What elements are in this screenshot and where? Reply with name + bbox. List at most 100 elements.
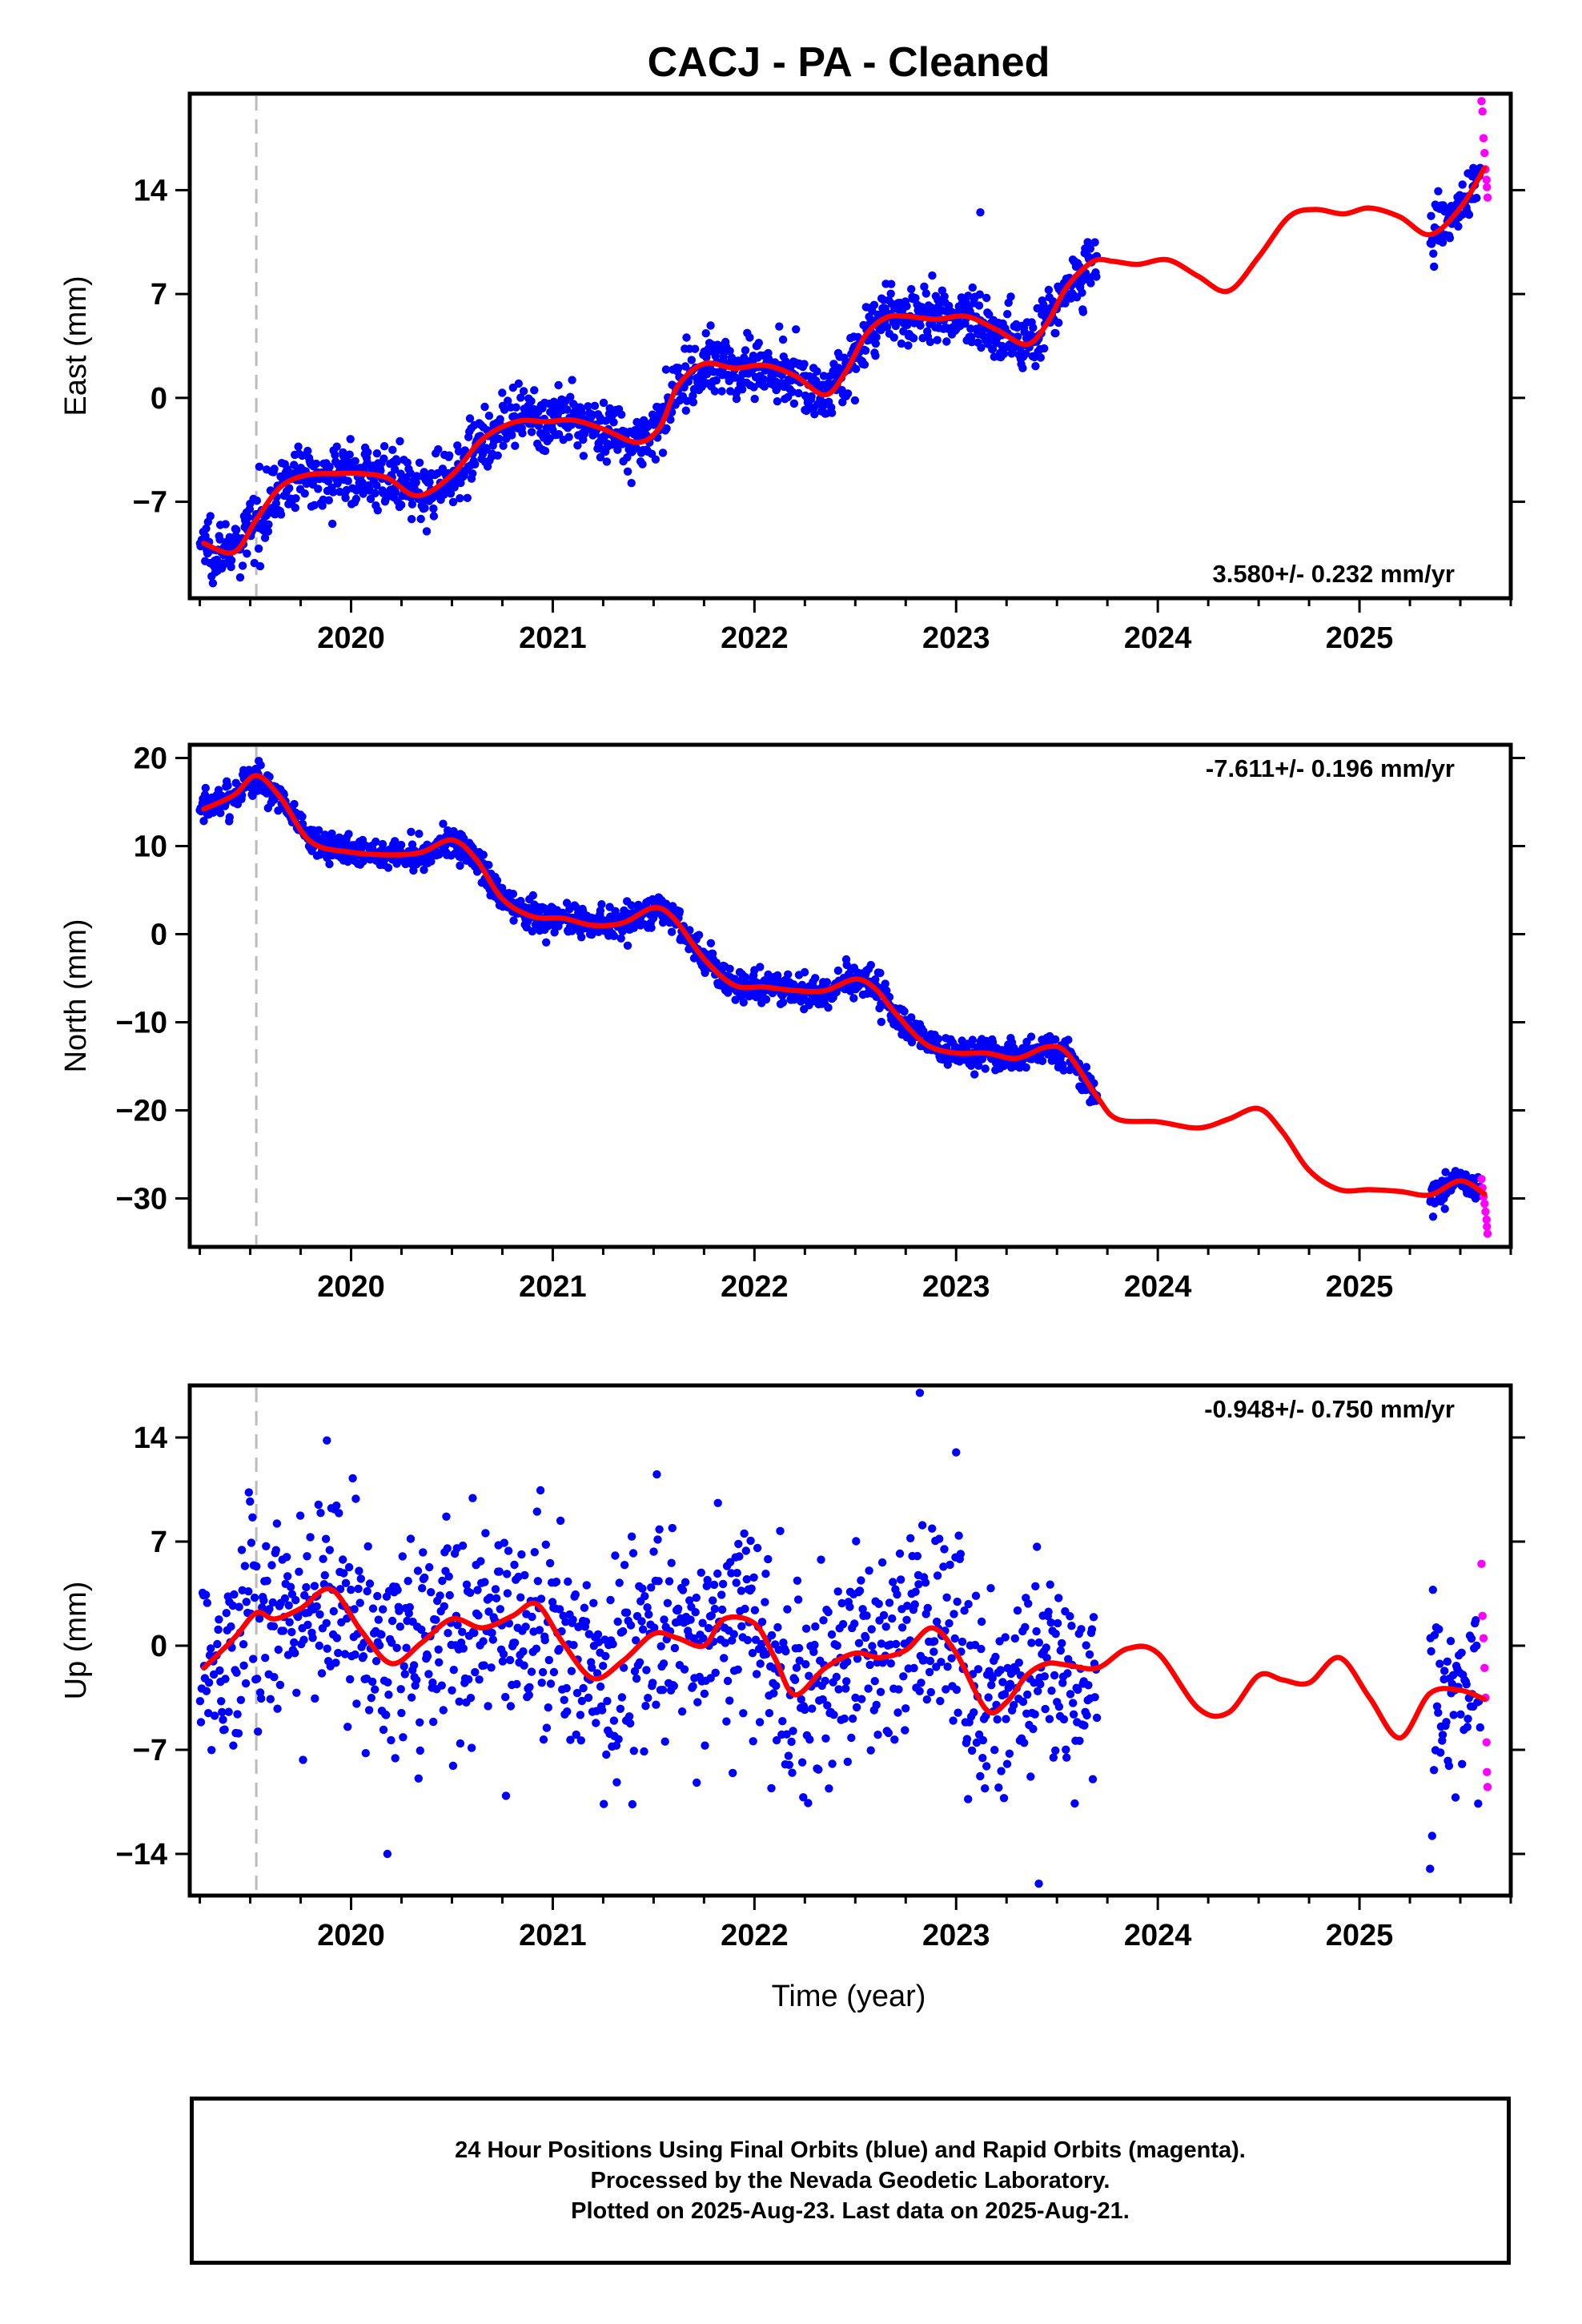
final-orbit-point <box>597 900 606 909</box>
final-orbit-point <box>444 1572 453 1581</box>
velocity-annotation: -7.611+/- 0.196 mm/yr <box>1206 754 1455 782</box>
final-orbit-point <box>422 527 432 536</box>
rapid-orbit-point <box>1478 1611 1487 1621</box>
final-orbit-point <box>629 1747 638 1755</box>
final-orbit-point <box>592 1719 600 1727</box>
final-orbit-point <box>1087 1625 1097 1634</box>
final-orbit-point <box>891 321 901 331</box>
final-orbit-point <box>345 450 354 459</box>
final-orbit-point <box>295 1511 305 1520</box>
final-orbit-point <box>789 399 799 408</box>
final-orbit-point <box>566 392 575 401</box>
final-orbit-point <box>1082 1711 1091 1720</box>
final-orbit-point <box>792 1663 801 1672</box>
final-orbit-point <box>662 424 671 433</box>
final-orbit-point <box>538 1667 548 1677</box>
final-orbit-point <box>950 1634 959 1643</box>
final-orbit-point <box>638 1584 647 1593</box>
final-orbit-point <box>617 1693 627 1702</box>
final-orbit-point <box>202 1590 211 1599</box>
final-orbit-point <box>967 1746 977 1755</box>
final-orbit-point <box>597 1706 607 1715</box>
final-orbit-point <box>292 1688 301 1697</box>
final-orbit-point <box>1464 1715 1472 1723</box>
final-orbit-point <box>372 481 381 490</box>
final-orbit-point <box>310 1582 319 1590</box>
final-orbit-point <box>1461 1170 1471 1179</box>
final-orbit-point <box>1084 1681 1093 1690</box>
final-orbit-point <box>1438 1731 1447 1739</box>
final-orbit-point <box>988 1038 998 1047</box>
final-orbit-point <box>274 1645 283 1655</box>
final-orbit-point <box>1075 1736 1084 1745</box>
final-orbit-point <box>273 1704 282 1713</box>
final-orbit-point <box>778 335 788 344</box>
final-orbit-point <box>901 1726 909 1735</box>
final-orbit-point <box>221 1675 230 1683</box>
final-orbit-point <box>414 1774 423 1783</box>
final-orbit-point <box>972 1738 982 1747</box>
final-orbit-point <box>787 1737 796 1747</box>
final-orbit-point <box>215 1666 224 1675</box>
final-orbit-point <box>527 1667 536 1676</box>
final-orbit-point <box>872 332 881 342</box>
final-orbit-point <box>270 1673 279 1682</box>
final-orbit-point <box>204 1678 214 1687</box>
final-orbit-point <box>396 840 406 850</box>
final-orbit-point <box>788 1768 797 1777</box>
final-orbit-point <box>269 1622 279 1631</box>
final-orbit-point <box>363 448 372 456</box>
final-orbit-point <box>602 457 612 466</box>
final-orbit-point <box>1008 345 1018 355</box>
final-orbit-point <box>674 364 683 372</box>
x-tick-label: 2024 <box>1124 1919 1192 1952</box>
final-orbit-point <box>232 1668 241 1677</box>
final-orbit-point <box>450 483 459 492</box>
final-orbit-point <box>584 1693 593 1703</box>
final-orbit-point <box>1062 1745 1070 1754</box>
final-orbit-point <box>601 416 610 425</box>
final-orbit-point <box>406 468 415 477</box>
final-orbit-point <box>555 1605 564 1614</box>
final-orbit-point <box>632 1636 640 1645</box>
final-orbit-point <box>870 1677 879 1686</box>
final-orbit-point <box>1445 234 1455 243</box>
final-orbit-point <box>628 1549 638 1558</box>
final-orbit-point <box>1036 353 1046 362</box>
final-orbit-point <box>544 1655 553 1665</box>
final-orbit-point <box>290 460 299 469</box>
final-orbit-point <box>1472 1616 1480 1625</box>
final-orbit-point <box>550 928 559 937</box>
final-orbit-point <box>977 343 986 352</box>
final-orbit-point <box>871 975 880 984</box>
final-orbit-point <box>328 519 337 529</box>
rapid-orbits-points <box>1477 1559 1492 1791</box>
final-orbit-point <box>1458 1759 1467 1768</box>
final-orbit-point <box>861 346 870 355</box>
final-orbit-point <box>819 1616 828 1625</box>
final-orbit-point <box>827 1630 837 1639</box>
final-orbit-point <box>416 1746 424 1755</box>
final-orbit-point <box>400 1670 409 1679</box>
final-orbit-point <box>593 1630 603 1639</box>
final-orbit-point <box>893 1708 902 1717</box>
final-orbit-point <box>1428 1212 1438 1221</box>
final-orbit-point <box>805 1671 813 1680</box>
final-orbit-point <box>387 1616 397 1626</box>
final-orbit-point <box>689 398 698 407</box>
footer-line-3: Plotted on 2025-Aug-23. Last data on 202… <box>571 2198 1130 2224</box>
final-orbit-point <box>519 1647 528 1656</box>
final-orbit-point <box>429 504 438 513</box>
final-orbit-point <box>949 1716 958 1725</box>
final-orbit-point <box>609 418 618 427</box>
final-orbit-point <box>594 927 603 937</box>
final-orbit-point <box>402 1643 411 1652</box>
final-orbit-point <box>1013 1606 1022 1615</box>
footer-line-1: 24 Hour Positions Using Final Orbits (bl… <box>455 2137 1246 2163</box>
final-orbit-point <box>263 1576 271 1586</box>
final-orbit-point <box>843 1657 852 1667</box>
final-orbit-point <box>333 479 342 488</box>
final-orbit-point <box>852 364 861 373</box>
final-orbit-point <box>368 1604 378 1613</box>
final-orbit-point <box>376 466 385 475</box>
